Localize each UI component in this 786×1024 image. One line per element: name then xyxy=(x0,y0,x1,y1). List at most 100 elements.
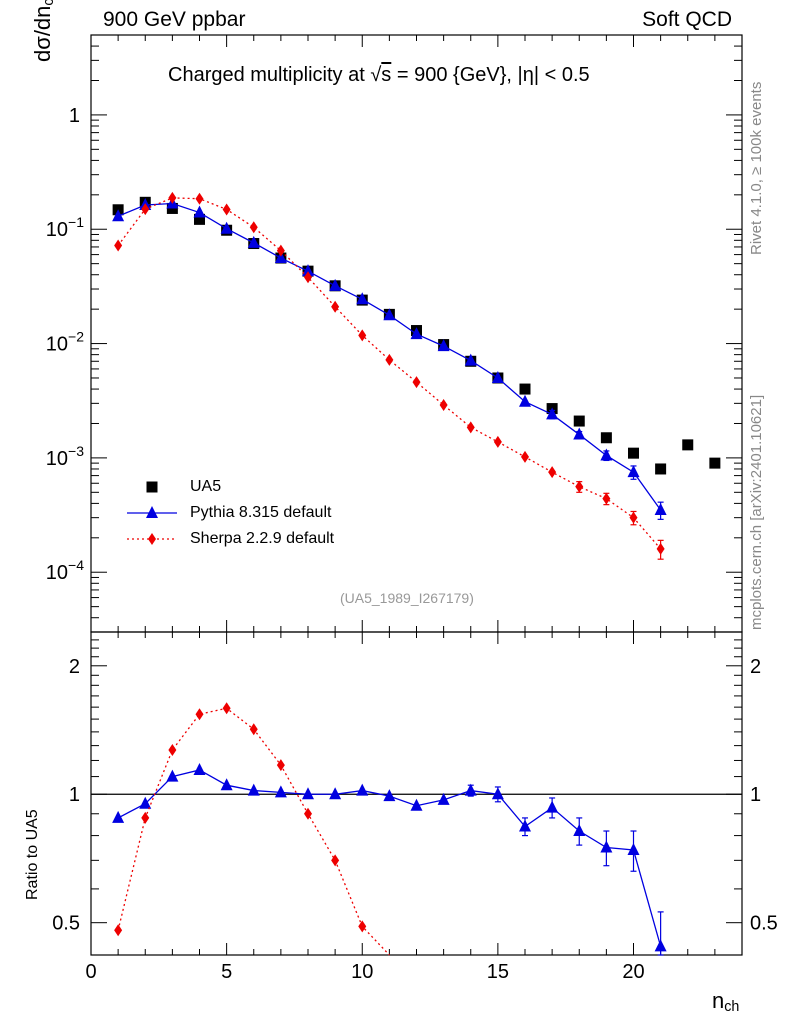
main-sherpa-line xyxy=(117,197,662,550)
ratio-pythia-point xyxy=(247,783,260,796)
ratio-pythia-point xyxy=(410,798,423,811)
ratio-sherpa-point xyxy=(222,702,231,715)
main-pythia-point xyxy=(329,278,342,291)
main-sherpa-point xyxy=(168,191,177,204)
y-tick-label: 1 xyxy=(69,105,80,127)
main-pythia-point xyxy=(274,251,287,264)
ratio-sherpa-point xyxy=(249,723,258,736)
ratio-pythia-point xyxy=(220,778,233,791)
main-sherpa-point xyxy=(114,239,123,252)
ratio-pythia-point xyxy=(356,783,369,796)
main-pythia-point xyxy=(546,407,559,420)
y-tick-label: 10−4 xyxy=(46,557,84,584)
main-sherpa-point xyxy=(521,450,529,463)
axes-layer: 0 5 10 15 20 1 10−1 10−2 10−3 10−4 2 2 1 1 0.5 0.5 xyxy=(46,34,778,983)
x-tick-label: 0 xyxy=(85,961,96,983)
main-pythia-point xyxy=(383,308,396,321)
main-pythia-point xyxy=(112,209,125,222)
ratio-sherpa-point xyxy=(358,920,367,933)
main-sherpa-point xyxy=(466,421,475,434)
ratio-pythia-point xyxy=(166,769,179,782)
ratio-y-tick-label: 0.5 xyxy=(52,913,80,935)
main-sherpa-point xyxy=(412,376,421,389)
legend-label-ua5: UA5 xyxy=(190,478,222,495)
main-sherpa-point xyxy=(602,492,611,505)
main-ua5-point xyxy=(600,432,612,444)
ratio-sherpa-point xyxy=(141,811,150,824)
main-pythia-point xyxy=(220,221,233,234)
header-left: 900 GeV ppbar xyxy=(103,8,246,31)
x-tick-label: 20 xyxy=(622,961,644,983)
main-pythia-point xyxy=(193,205,206,218)
main-sherpa-point xyxy=(629,511,638,524)
legend-label-sherpa: Sherpa 2.2.9 default xyxy=(190,530,335,547)
ratio-y-tick-label-right: 1 xyxy=(750,784,761,806)
ratio-pythia-point xyxy=(112,810,125,823)
x-axis-label: nch xyxy=(712,988,740,1015)
ratio-pythia-point xyxy=(491,787,504,800)
ratio-pythia-point xyxy=(383,789,396,802)
main-sherpa-point xyxy=(358,329,367,342)
y-tick-label: 10−1 xyxy=(46,214,84,241)
main-pythia-point xyxy=(410,327,423,340)
ratio-sherpa-point xyxy=(304,807,312,820)
main-sherpa-point xyxy=(439,399,448,412)
mcplots-label: mcplots.cern.ch [arXiv:2401.10621] xyxy=(748,394,765,630)
main-ua5-point xyxy=(655,463,667,475)
ratio-pythia-point xyxy=(464,783,477,796)
legend-marker-ua5 xyxy=(146,481,158,493)
analysis-label: (UA5_1989_I267179) xyxy=(340,590,474,606)
main-sherpa-point xyxy=(195,192,204,205)
main-pythia-point xyxy=(356,292,369,305)
ratio-pythia-point xyxy=(600,840,613,853)
ratio-sherpa-point xyxy=(168,743,177,756)
main-sherpa-point xyxy=(548,466,557,479)
main-sherpa-point xyxy=(304,271,312,284)
ratio-y-tick-label: 2 xyxy=(69,656,80,678)
y-axis-label: dσ/dnch xyxy=(30,0,57,62)
ratio-pythia-point xyxy=(546,800,559,813)
main-pythia-point xyxy=(247,235,260,248)
ratio-sherpa-point xyxy=(331,854,340,867)
main-sherpa-point xyxy=(141,203,150,216)
main-sherpa-point xyxy=(249,221,258,234)
main-sherpa-point xyxy=(575,480,584,493)
ratio-pythia-point xyxy=(302,787,314,800)
main-pythia-point xyxy=(600,448,613,461)
legend-marker-pythia xyxy=(146,506,158,518)
ratio-pythia-point xyxy=(573,824,586,837)
ratio-y-tick-label: 1 xyxy=(69,784,80,806)
data-layer xyxy=(112,191,721,956)
main-sherpa-point xyxy=(385,353,394,366)
y-tick-label: 10−2 xyxy=(46,329,84,356)
main-ua5-point xyxy=(194,213,205,225)
header-right: Soft QCD xyxy=(642,8,732,31)
ratio-sherpa-line xyxy=(117,707,390,956)
main-pythia-point xyxy=(519,394,531,407)
main-sherpa-point xyxy=(331,300,340,313)
ratio-pythia-point xyxy=(654,939,667,952)
ratio-pythia-point xyxy=(519,819,531,832)
main-pythia-point xyxy=(437,339,450,352)
y-tick-label: 10−3 xyxy=(46,443,84,470)
ratio-y-tick-label-right: 2 xyxy=(750,656,761,678)
ratio-pythia-point xyxy=(437,792,450,805)
main-sherpa-point xyxy=(656,542,665,555)
main-pythia-point xyxy=(491,370,504,383)
main-pythia-point xyxy=(302,264,314,277)
ratio-plot-frame xyxy=(90,631,743,956)
ratio-sherpa-point xyxy=(114,924,123,937)
main-sherpa-point xyxy=(493,435,502,448)
x-tick-label: 15 xyxy=(487,961,509,983)
main-pythia-point xyxy=(627,465,640,478)
ratio-sherpa-point xyxy=(195,708,204,721)
ratio-y-tick-label-right: 0.5 xyxy=(750,913,778,935)
ratio-pythia-point xyxy=(193,762,206,775)
ratio-pythia-point xyxy=(627,843,640,856)
legend-markers xyxy=(127,481,177,545)
main-pythia-point xyxy=(654,503,667,516)
main-sherpa-point xyxy=(276,244,285,257)
ratio-pythia-point xyxy=(139,796,152,809)
ratio-sherpa-point xyxy=(276,759,285,772)
